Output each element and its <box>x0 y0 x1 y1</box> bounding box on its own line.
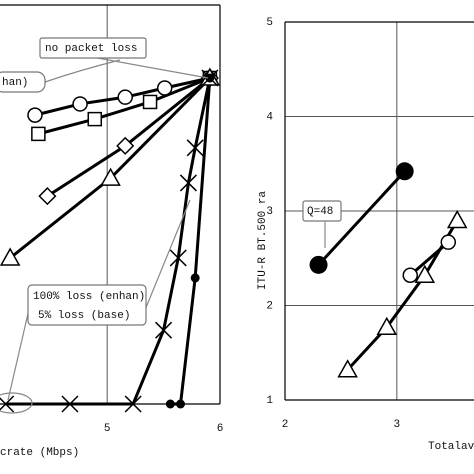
point <box>337 359 358 378</box>
series-line <box>170 77 212 406</box>
point <box>395 162 414 181</box>
point <box>142 94 158 110</box>
callout-box <box>302 200 342 222</box>
series-line <box>5 77 212 406</box>
point <box>402 267 419 284</box>
point <box>117 89 133 105</box>
y-tick-label: 1 <box>266 395 273 407</box>
annotation: no packet loss <box>45 43 137 55</box>
annotation: 100% loss (enhan) <box>33 291 145 303</box>
x-tick-label: 2 <box>282 419 289 431</box>
annotation: Q=48 <box>307 206 333 218</box>
point <box>156 80 173 96</box>
series-line <box>317 170 406 266</box>
callout-box <box>39 37 147 59</box>
point <box>414 264 436 284</box>
point <box>309 255 328 274</box>
point <box>155 321 173 339</box>
point <box>0 395 15 413</box>
annotation: 5% loss (base) <box>38 310 130 322</box>
callout-line <box>7 199 191 401</box>
point <box>186 139 204 157</box>
x-tick-label: 6 <box>217 423 224 435</box>
point <box>72 96 88 112</box>
x-axis-label: crate (Mbps) <box>0 447 79 459</box>
point <box>0 247 21 266</box>
callout-ellipse <box>0 392 33 414</box>
point <box>190 273 200 283</box>
x-tick-label: 5 <box>104 423 111 435</box>
point <box>38 187 57 206</box>
point <box>100 167 121 186</box>
y-axis-label: ITU-R BT.500 ra <box>257 191 269 290</box>
point <box>446 209 468 229</box>
point <box>165 399 175 409</box>
y-tick-label: 2 <box>266 300 273 312</box>
point <box>27 107 43 123</box>
series-line <box>9 76 211 260</box>
callout-line <box>44 59 121 83</box>
callout-box <box>27 284 147 326</box>
point <box>376 316 398 335</box>
series-line <box>37 76 211 136</box>
x-axis-label: Totalav <box>428 441 474 453</box>
point <box>179 174 197 192</box>
point <box>31 126 46 142</box>
x-tick-label: 3 <box>394 419 401 431</box>
annotation: han) <box>2 77 28 89</box>
point <box>116 136 135 155</box>
series-line <box>409 241 450 277</box>
point <box>176 399 186 409</box>
point <box>440 234 457 250</box>
point <box>61 395 79 413</box>
callout-box <box>0 71 46 93</box>
point <box>169 249 187 267</box>
y-tick-label: 5 <box>266 17 273 29</box>
point <box>124 395 142 413</box>
point <box>205 73 215 83</box>
y-tick-label: 3 <box>266 206 273 218</box>
point <box>87 111 103 127</box>
y-tick-label: 4 <box>266 111 273 123</box>
